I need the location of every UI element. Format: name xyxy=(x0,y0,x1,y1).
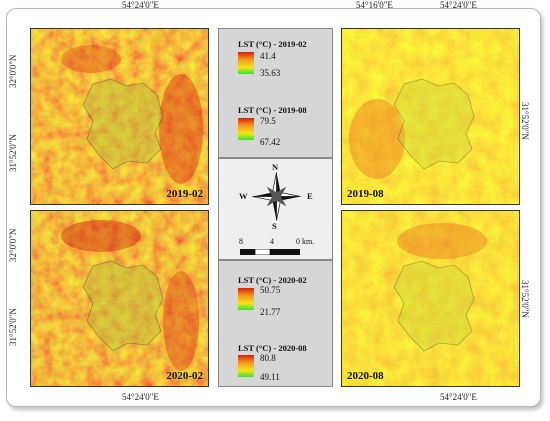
map-2019-02: 2019-02 xyxy=(30,28,209,205)
coord-left-lat-32-bottom: 32°0'0"N xyxy=(8,228,18,262)
coord-top-right-lon-a: 54°16'0"E xyxy=(356,0,393,10)
color-ramp-2020-02 xyxy=(238,288,254,310)
lst-raster xyxy=(342,211,519,386)
legend-max-2019-08: 79.5 xyxy=(260,116,276,126)
lst-raster xyxy=(342,29,519,204)
legend-title-2019-02: LST (°C) - 2019-02 xyxy=(238,39,307,49)
legend-max-2020-08: 80.8 xyxy=(260,353,276,363)
coord-left-lat-32-top: 32°0'0"N xyxy=(8,54,18,88)
color-ramp-2019-08 xyxy=(238,118,254,140)
legend-title-2019-08: LST (°C) - 2019-08 xyxy=(238,105,307,115)
city-boundary xyxy=(82,78,164,170)
coord-bottom-right-lon: 54°24'0"E xyxy=(440,392,477,402)
legend-panel-2020: LST (°C) - 2020-02 50.75 21.77 LST (°C) … xyxy=(218,260,333,387)
lst-raster xyxy=(31,29,208,204)
compass-n: N xyxy=(272,162,279,172)
map-date-label: 2019-02 xyxy=(166,188,203,200)
north-arrow-icon xyxy=(252,172,301,221)
scale-label-8: 8 xyxy=(239,237,243,246)
legend-panel-2019: LST (°C) - 2019-02 41.4 35.63 LST (°C) -… xyxy=(218,28,333,158)
city-boundary xyxy=(393,260,475,352)
map-2020-02: 2020-02 xyxy=(30,210,209,387)
legend-min-2020-02: 21.77 xyxy=(260,307,281,317)
legend-min-2020-08: 49.11 xyxy=(260,372,280,382)
coord-top-right-lon-b: 54°24'0"E xyxy=(440,0,477,10)
scale-label-0: 0 km. xyxy=(296,237,315,246)
coord-top-left-lon: 54°24'0"E xyxy=(122,0,159,10)
legend-title-2020-02: LST (°C) - 2020-02 xyxy=(238,275,307,285)
compass-w: W xyxy=(239,191,248,201)
legend-min-2019-02: 35.63 xyxy=(260,68,281,78)
scale-bar xyxy=(240,249,300,255)
coord-left-lat-3152-bottom: 31°52'0"N xyxy=(8,308,18,346)
map-date-label: 2020-02 xyxy=(166,370,203,382)
legend-max-2019-02: 41.4 xyxy=(260,51,276,61)
compass-scale-panel: N S W E 8 4 0 km. xyxy=(218,158,333,260)
legend-title-2020-08: LST (°C) - 2020-08 xyxy=(238,343,307,353)
map-date-label: 2020-08 xyxy=(347,370,384,382)
legend-max-2020-02: 50.75 xyxy=(260,285,281,295)
color-ramp-2019-02 xyxy=(238,52,254,74)
scale-label-4: 4 xyxy=(270,237,274,246)
city-boundary xyxy=(82,260,164,352)
map-2020-08: 2020-08 xyxy=(341,210,520,387)
compass-e: E xyxy=(307,191,313,201)
coord-right-lat-3152-top: 31°52'0"N xyxy=(520,102,530,140)
coord-right-lat-3152-bottom: 31°52'0"N xyxy=(520,280,530,318)
legend-min-2019-08: 67.42 xyxy=(260,137,281,147)
city-boundary xyxy=(393,78,475,170)
map-2019-08: 2019-08 xyxy=(341,28,520,205)
compass-s: S xyxy=(272,221,277,231)
coord-left-lat-3152-top: 31°52'0"N xyxy=(8,134,18,172)
color-ramp-2020-08 xyxy=(238,355,254,377)
map-date-label: 2019-08 xyxy=(347,188,384,200)
coord-bottom-left-lon: 54°24'0"E xyxy=(122,392,159,402)
lst-raster xyxy=(31,211,208,386)
